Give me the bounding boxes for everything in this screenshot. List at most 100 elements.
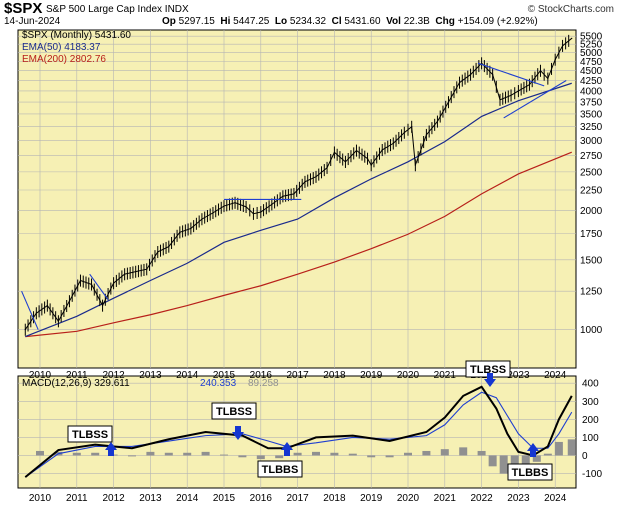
price-point [499, 99, 501, 101]
volume-label: Vol [386, 16, 401, 27]
chart-security-name: S&P 500 Large Cap Index INDX [46, 4, 189, 15]
price-x-tick-label: 2021 [434, 370, 457, 381]
legend-macd-signal: 240.353 [200, 378, 237, 389]
price-point [355, 149, 358, 152]
price-point [425, 134, 427, 136]
price-y-tick-label: 4500 [580, 66, 603, 77]
macd-histogram-bar [72, 452, 81, 456]
high-label: Hi [220, 16, 231, 27]
price-point [370, 164, 372, 166]
macd-histogram-bar [36, 450, 44, 456]
annotation-label: TLBBS [512, 467, 549, 479]
price-y-tick-label: 2250 [580, 186, 603, 197]
price-y-tick-label: 5500 [580, 32, 603, 43]
change-value: +154.09 (+2.92%) [457, 16, 538, 27]
price-point [146, 268, 148, 270]
down-arrow-icon [484, 373, 496, 387]
price-x-tick-label: 2024 [544, 370, 567, 381]
price-y-tick-label: 1500 [580, 255, 603, 266]
price-x-tick-label: 2012 [102, 370, 125, 381]
ema200-line [25, 151, 572, 338]
price-x-tick-label: 2023 [507, 370, 530, 381]
low-label: Lo [274, 16, 288, 27]
macd-histogram-bar [477, 450, 486, 456]
price-y-tick-label: 3500 [580, 109, 603, 120]
price-point [447, 101, 450, 103]
open-label: Op [162, 16, 176, 27]
high-value: 5447.25 [233, 16, 270, 27]
macd-x-tick-label: 2017 [286, 493, 309, 504]
annotation-box [211, 402, 257, 420]
price-point [326, 167, 328, 169]
price-point [90, 283, 93, 286]
price-x-tick-label: 2015 [213, 370, 236, 381]
price-point [392, 142, 394, 144]
macd-x-tick-label: 2012 [102, 493, 125, 504]
price-point [179, 231, 181, 233]
macd-histogram-bar [275, 455, 284, 459]
annotation-box [257, 460, 303, 478]
stockcharts-watermark: © StockCharts.com [527, 4, 614, 15]
macd-histogram-bar [164, 452, 173, 456]
price-point [458, 81, 461, 84]
macd-histogram-bar [488, 455, 497, 467]
macd-histogram-bar [256, 455, 265, 460]
price-point [282, 195, 284, 197]
annotation-box [507, 463, 553, 481]
price-point [252, 213, 255, 215]
open-value: 5297.15 [178, 16, 215, 27]
annotation-label: TLBSS [470, 364, 506, 376]
price-point [528, 84, 531, 86]
price-point [223, 205, 225, 207]
trendline-2009 [21, 290, 39, 330]
price-y-tick-label: 3250 [580, 122, 603, 133]
price-point [57, 320, 60, 322]
macd-x-tick-label: 2021 [434, 493, 457, 504]
price-y-tick-label: 4750 [580, 57, 603, 68]
macd-histogram-bar [238, 455, 247, 458]
legend-macd: MACD(12,26,9) 329.611 [22, 378, 130, 389]
price-x-tick-label: 2018 [323, 370, 346, 381]
change-label: Chg [435, 16, 455, 27]
annotation-label: TLBBS [262, 464, 299, 476]
legend-ema200: EMA(200) 2802.76 [22, 54, 106, 65]
price-point [245, 206, 247, 208]
price-point [24, 328, 26, 331]
price-point [517, 90, 520, 92]
macd-y-tick-label: 200 [582, 415, 599, 426]
price-point [469, 73, 472, 76]
macd-histogram-bar [385, 455, 394, 458]
macd-x-tick-label: 2023 [507, 493, 530, 504]
macd-histogram-bar [293, 452, 302, 456]
macd-histogram-bar [422, 450, 431, 456]
ema50-line [25, 82, 572, 338]
volume-value: 22.3B [403, 16, 430, 27]
up-arrow-icon [281, 442, 293, 456]
annotation-label: TLBSS [216, 406, 252, 418]
macd-histogram-bar [220, 454, 228, 456]
price-point [293, 193, 295, 195]
up-arrow-icon [527, 443, 539, 457]
price-point [201, 218, 203, 220]
macd-histogram-bar [440, 449, 449, 456]
price-point [157, 251, 159, 253]
chart-date: 14-Jun-2024 [4, 16, 61, 27]
price-y-tick-label: 2750 [580, 151, 603, 162]
annotation-label: TLBSS [72, 429, 108, 441]
price-point [271, 203, 273, 205]
macd-histogram-bar [146, 451, 155, 456]
legend-ema50: EMA(50) 4183.37 [22, 42, 101, 53]
price-point [190, 227, 192, 230]
price-y-tick-label: 1750 [580, 229, 603, 240]
price-point [333, 151, 335, 153]
price-y-tick-label: 4000 [580, 86, 603, 97]
close-label: Cl [331, 16, 342, 27]
macd-histogram-bar [312, 451, 320, 456]
macd-x-tick-label: 2019 [360, 493, 383, 504]
price-x-tick-label: 2010 [29, 370, 52, 381]
price-point [492, 73, 494, 76]
macd-histogram-bar [567, 439, 576, 456]
macd-histogram-bar [128, 455, 136, 457]
exchange-label: INDX [164, 4, 189, 15]
price-point [403, 132, 405, 134]
